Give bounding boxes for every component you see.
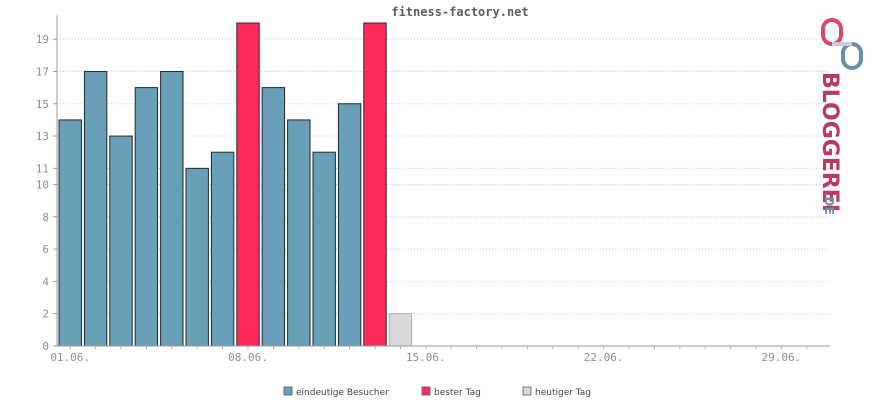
logo-brand: BLOGGEREI bbox=[817, 72, 842, 212]
logo-icon bbox=[821, 18, 863, 70]
bar-normal bbox=[160, 70, 184, 347]
y-tick-label: 11 bbox=[36, 162, 49, 175]
bar-best bbox=[363, 22, 387, 347]
y-tick-label: 17 bbox=[36, 65, 49, 78]
grid bbox=[53, 38, 830, 347]
y-tick-label: 13 bbox=[36, 130, 49, 143]
bar-normal bbox=[109, 135, 133, 347]
bloggerei-logo: BLOGGEREI .DE bbox=[817, 18, 863, 215]
y-tick-label: 15 bbox=[36, 98, 49, 111]
x-tick-label: 01.06. bbox=[50, 351, 90, 364]
x-tick-label: 22.06. bbox=[584, 351, 624, 364]
bar-normal bbox=[337, 103, 362, 347]
legend-label: eindeutige Besucher bbox=[296, 388, 389, 398]
chart-title: fitness-factory.net bbox=[391, 5, 528, 19]
bar-normal bbox=[312, 151, 336, 347]
legend-swatch-today bbox=[522, 386, 532, 396]
bar-today bbox=[388, 313, 413, 347]
logo-suffix: .DE bbox=[822, 192, 836, 215]
legend: eindeutige Besucher bester Tag heutiger Ta… bbox=[283, 386, 591, 398]
y-tick-label: 6 bbox=[42, 243, 49, 256]
x-tick-label: 15.06. bbox=[406, 351, 446, 364]
bar-normal bbox=[287, 119, 311, 347]
y-tick-label: 2 bbox=[42, 308, 49, 321]
bar-normal bbox=[210, 151, 235, 347]
y-tick-label: 4 bbox=[42, 275, 49, 288]
x-tick-label: 29.06. bbox=[762, 351, 802, 364]
axes bbox=[56, 15, 830, 349]
bar-best bbox=[236, 22, 260, 347]
legend-swatch-normal bbox=[283, 386, 293, 396]
y-tick-label: 0 bbox=[42, 340, 49, 353]
y-axis-labels: 0 2 4 6 8 10 11 13 15 17 19 bbox=[36, 33, 50, 353]
legend-label: heutiger Tag bbox=[535, 388, 591, 398]
x-tick-label: 08.06. bbox=[228, 351, 268, 364]
bar-normal bbox=[185, 167, 209, 347]
y-tick-label: 8 bbox=[42, 211, 49, 224]
bar-normal bbox=[58, 119, 82, 347]
y-tick-label: 19 bbox=[36, 33, 49, 46]
y-tick-label: 10 bbox=[36, 179, 49, 192]
bar-normal bbox=[83, 70, 108, 347]
legend-label: bester Tag bbox=[434, 388, 481, 398]
legend-swatch-best bbox=[421, 386, 431, 396]
bar-normal bbox=[134, 87, 159, 347]
bar-normal bbox=[261, 87, 286, 347]
x-axis-labels: 01.06. 08.06. 15.06. 22.06. 29.06. bbox=[50, 351, 801, 364]
